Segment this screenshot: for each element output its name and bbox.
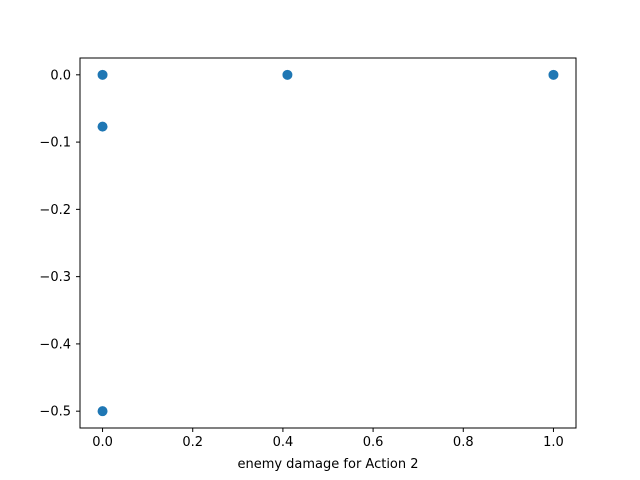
data-point bbox=[97, 69, 108, 80]
x-tick-label: 0.6 bbox=[363, 435, 384, 450]
x-axis: 0.0 0.2 0.4 0.6 0.8 1.0 bbox=[92, 428, 564, 450]
data-point bbox=[97, 121, 108, 132]
y-tick-label: 0.0 bbox=[50, 68, 71, 83]
y-tick-label: −0.2 bbox=[39, 203, 71, 218]
x-tick-label: 1.0 bbox=[543, 435, 564, 450]
x-tick-label: 0.2 bbox=[182, 435, 203, 450]
y-tick-label: −0.4 bbox=[39, 337, 71, 352]
y-tick-label: −0.1 bbox=[39, 136, 71, 151]
y-tick-label: −0.5 bbox=[39, 405, 71, 420]
data-point bbox=[282, 69, 293, 80]
y-tick-label: −0.3 bbox=[39, 270, 71, 285]
x-tick-label: 0.4 bbox=[273, 435, 294, 450]
plot-frame bbox=[79, 57, 577, 429]
data-point bbox=[548, 69, 559, 80]
x-tick-label: 0.8 bbox=[453, 435, 474, 450]
y-axis: 0.0 −0.1 −0.2 −0.3 −0.4 −0.5 bbox=[39, 68, 80, 420]
x-tick-label: 0.0 bbox=[92, 435, 113, 450]
x-axis-label: enemy damage for Action 2 bbox=[237, 457, 418, 472]
points-layer bbox=[97, 69, 559, 417]
data-point bbox=[97, 406, 108, 417]
